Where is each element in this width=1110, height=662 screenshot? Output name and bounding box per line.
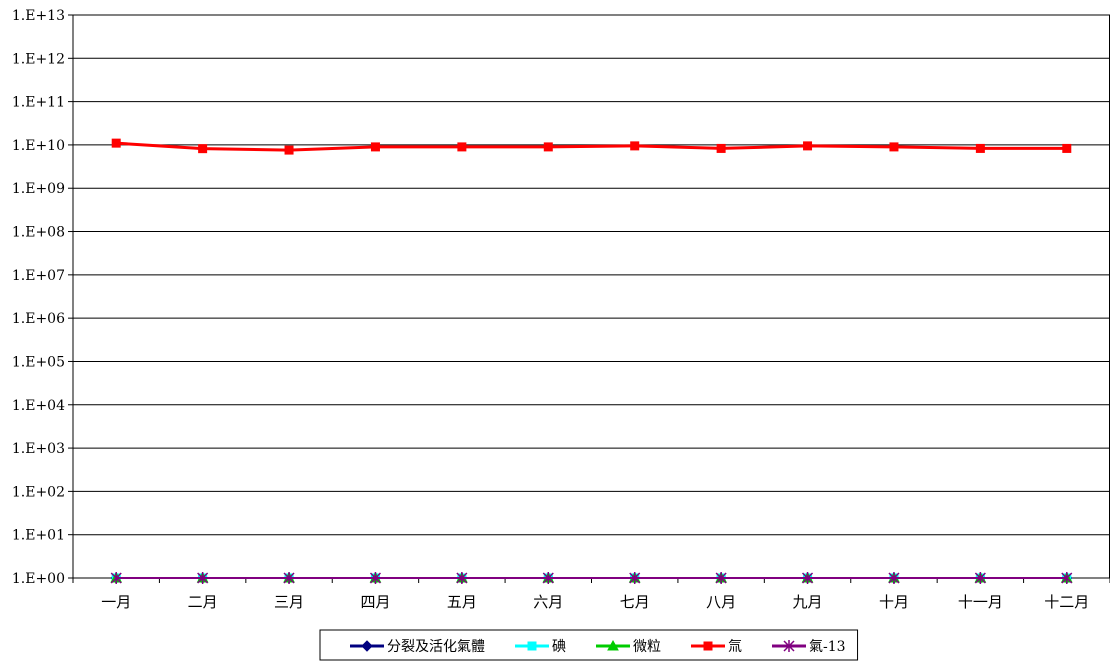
legend-marker [361, 640, 373, 652]
data-point-marker [716, 143, 726, 153]
legend-label: 氣-13 [809, 639, 846, 655]
x-tick-label: 九月 [793, 593, 823, 611]
x-axis-tick-labels: 一月 二月 三月 四月 五月 六月 七月 八月 九月 十月 十一月 十二月 [101, 593, 1089, 611]
legend-marker [527, 641, 537, 651]
data-point-marker [197, 572, 209, 584]
data-point-marker [111, 138, 121, 148]
gridlines [73, 14, 1110, 579]
y-tick-label: 1.E+09 [12, 181, 65, 197]
legend: 分裂及活化氣體 碘 微粒 氚 氣-13 [319, 629, 859, 661]
legend-entry: 氣-13 [772, 639, 846, 655]
legend-entry: 碘 [515, 639, 566, 655]
data-point-marker [198, 144, 208, 154]
x-tick-label: 六月 [533, 593, 563, 611]
data-point-marker [1061, 572, 1073, 584]
legend-box [319, 629, 859, 661]
data-point-marker [284, 145, 294, 155]
data-point-marker [1062, 143, 1072, 153]
data-point-marker [457, 142, 467, 152]
x-tick-label: 五月 [447, 593, 477, 611]
y-tick-label: 1.E+10 [12, 138, 65, 154]
data-point-marker [888, 572, 900, 584]
data-point-marker [370, 142, 380, 152]
legend-label: 碘 [552, 639, 566, 655]
data-point-marker [283, 572, 295, 584]
legend-marker [703, 641, 713, 651]
data-series [110, 138, 1073, 584]
data-point-marker [974, 572, 986, 584]
y-tick-label: 1.E+08 [12, 225, 65, 241]
legend-marker [783, 640, 795, 652]
data-point-marker [543, 142, 553, 152]
x-tick-label: 七月 [620, 593, 650, 611]
x-tick-label: 二月 [188, 593, 218, 611]
y-tick-label: 1.E+12 [12, 51, 65, 67]
legend-marker [607, 639, 619, 651]
data-point-marker [803, 141, 813, 151]
legend-label: 微粒 [633, 639, 661, 655]
y-tick-label: 1.E+02 [12, 484, 65, 500]
data-point-marker [629, 572, 641, 584]
y-tick-label: 1.E+03 [12, 441, 65, 457]
legend-entry: 微粒 [596, 639, 661, 655]
x-tick-label: 八月 [706, 593, 736, 611]
data-point-marker [975, 143, 985, 153]
y-tick-label: 1.E+00 [12, 571, 65, 587]
y-tick-label: 1.E+04 [12, 398, 65, 414]
x-tick-label: 十二月 [1044, 593, 1089, 611]
x-tick-label: 十一月 [958, 593, 1003, 611]
legend-label: 分裂及活化氣體 [387, 639, 485, 655]
x-tick-label: 三月 [274, 593, 304, 611]
data-point-marker [630, 141, 640, 151]
data-point-marker [110, 572, 122, 584]
y-tick-label: 1.E+05 [12, 354, 65, 370]
data-point-marker [802, 572, 814, 584]
data-point-marker [889, 142, 899, 152]
y-tick-label: 1.E+07 [12, 268, 65, 284]
legend-entry: 分裂及活化氣體 [350, 639, 485, 655]
legend-entry: 氚 [691, 639, 742, 655]
y-tick-label: 1.E+06 [12, 311, 65, 327]
y-tick-label: 1.E+11 [12, 95, 65, 111]
legend-label: 氚 [728, 639, 742, 655]
y-axis-tick-labels: 1.E+00 1.E+01 1.E+02 1.E+03 1.E+04 1.E+05 1.E+… [12, 8, 65, 587]
series-5 [110, 572, 1073, 584]
x-tick-label: 一月 [101, 593, 131, 611]
x-tick-label: 十月 [879, 593, 909, 611]
data-point-marker [715, 572, 727, 584]
data-point-marker [542, 572, 554, 584]
x-tick-label: 四月 [360, 593, 390, 611]
data-point-marker [456, 572, 468, 584]
y-tick-label: 1.E+13 [12, 8, 65, 24]
series-4 [111, 138, 1072, 155]
data-point-marker [369, 572, 381, 584]
axes [68, 14, 1110, 583]
y-tick-label: 1.E+01 [12, 528, 65, 544]
series-line [116, 141, 1067, 152]
